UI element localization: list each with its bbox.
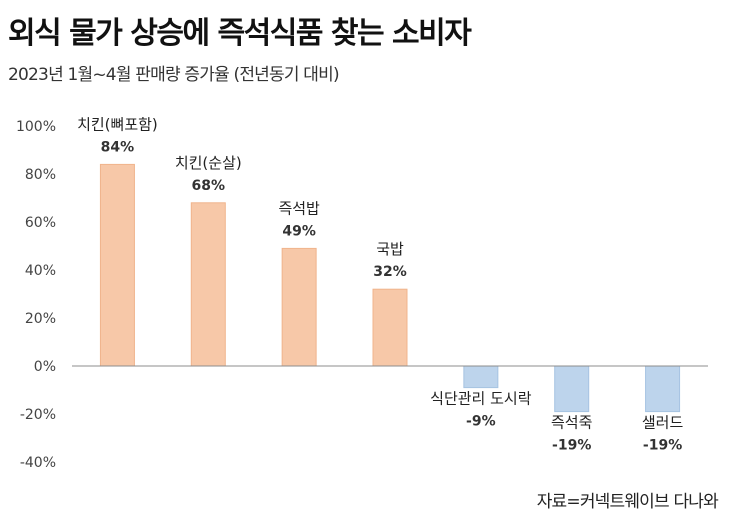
y-tick-label: 100% [16,119,56,135]
bar [554,365,590,413]
value-label: 84% [101,139,135,155]
bars [99,163,681,413]
bar [190,202,226,367]
category-label: 국밥 [376,240,404,258]
value-label: 49% [282,223,316,239]
y-tick-label: -20% [20,407,56,423]
y-tick-label: 40% [25,263,56,279]
category-label: 치킨(순살) [175,154,242,172]
category-label: 식단관리 도시락 [430,390,532,408]
y-tick-label: 80% [25,167,56,183]
y-axis-ticks: 100% 80% 60% 40% 20% 0% -20% -40% [16,119,56,471]
value-label: -9% [466,414,496,430]
source-note: 자료=커넥트웨이브 다나와 [536,492,719,512]
bar [99,163,135,367]
bar [645,365,681,413]
bar-labels: 치킨(뼈포함) 84% 치킨(순살) 68% 즉석밥 49% 국밥 32% 식단관리 도시락 -9… [77,115,683,453]
category-label: 즉석죽 [551,414,593,432]
category-label: 즉석밥 [278,199,320,217]
y-tick-label: 20% [25,311,56,327]
value-label: -19% [552,438,591,454]
chart-subtitle: 2023년 1월~4월 판매량 증가율 (전년동기 대비) [8,65,340,85]
y-tick-label: -40% [20,455,56,471]
value-label: 32% [373,264,407,280]
y-tick-label: 0% [34,359,56,375]
bar [372,288,408,367]
category-label: 치킨(뼈포함) [77,115,158,133]
bar [281,247,317,367]
category-label: 샐러드 [642,414,684,432]
value-label: -19% [643,438,682,454]
chart-title: 외식 물가 상승에 즉석식품 찾는 소비자 [8,16,472,51]
bar [463,365,499,389]
value-label: 68% [192,178,226,194]
y-tick-label: 60% [25,215,56,231]
